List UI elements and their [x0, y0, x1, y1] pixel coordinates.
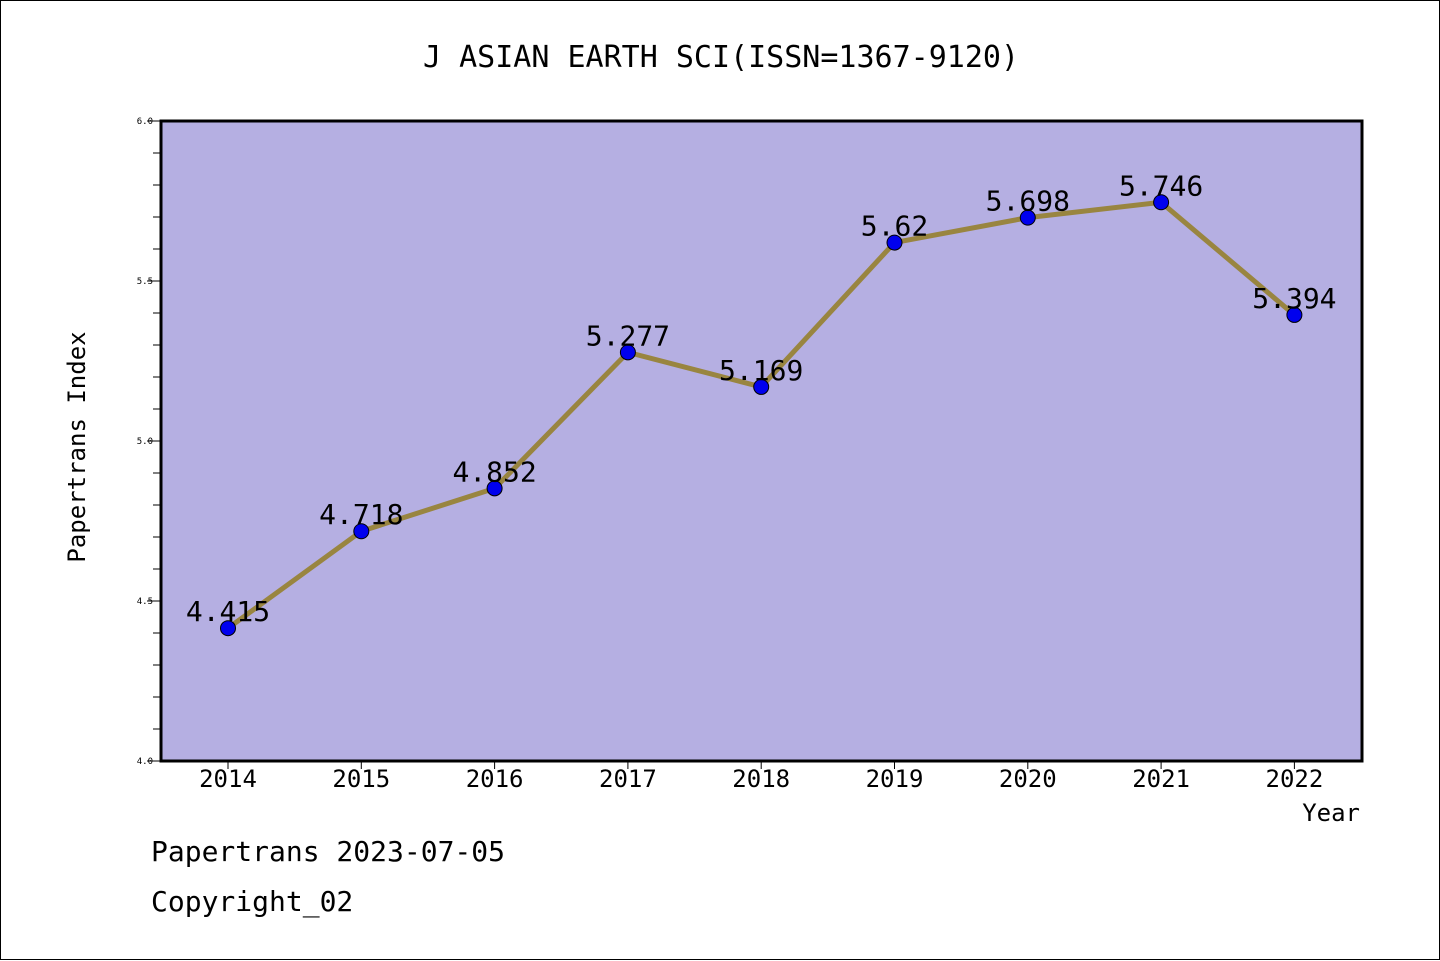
data-label: 4.415	[186, 595, 270, 628]
chart-title: J ASIAN EARTH SCI(ISSN=1367-9120)	[423, 40, 1019, 75]
data-label: 4.852	[452, 455, 536, 488]
series-markers	[220, 194, 1303, 637]
x-tick-label: 2022	[1266, 765, 1324, 793]
x-tick-label: 2019	[866, 765, 924, 793]
data-point	[486, 480, 503, 497]
data-label: 5.169	[719, 354, 803, 387]
x-tick-label: 2015	[332, 765, 390, 793]
y-tick-label: 5.0	[137, 437, 153, 447]
y-axis-ticks: 4.0 4.5 5.0 5.5 6.0	[137, 117, 161, 767]
y-tick-label: 5.5	[137, 277, 153, 287]
footer-date: Papertrans 2023-07-05	[151, 835, 506, 868]
data-label: 5.62	[861, 210, 928, 243]
y-tick-label: 4.0	[137, 757, 153, 767]
y-tick-label: 4.5	[137, 597, 153, 607]
data-label: 5.394	[1252, 282, 1336, 315]
data-point	[886, 234, 903, 251]
x-axis-label: Year	[1302, 799, 1360, 827]
x-tick-label: 2014	[199, 765, 257, 793]
data-label: 5.746	[1119, 169, 1203, 202]
data-point	[220, 620, 236, 637]
data-point	[353, 523, 370, 540]
x-tick-label: 2020	[999, 765, 1057, 793]
x-tick-label: 2021	[1132, 765, 1190, 793]
data-point	[619, 344, 636, 361]
data-label: 4.718	[319, 498, 403, 531]
x-axis-ticks: 2014 2015 2016 2017 2018 2019 2020 2021 2022	[199, 761, 1323, 793]
data-label: 5.698	[986, 185, 1070, 218]
plot-area	[159, 119, 1364, 763]
data-point	[1153, 194, 1170, 211]
data-point	[1286, 306, 1303, 323]
y-axis-label: Papertrans Index	[63, 331, 91, 562]
data-labels: 4.415 4.718 4.852 5.277 5.169 5.62 5.698 5.746 5…	[186, 169, 1337, 628]
footer-copyright: Copyright_02	[151, 885, 354, 918]
x-tick-label: 2017	[599, 765, 657, 793]
data-point	[753, 378, 770, 395]
data-label: 5.277	[586, 319, 670, 352]
y-tick-label: 6.0	[137, 117, 153, 127]
x-tick-label: 2018	[732, 765, 790, 793]
data-point	[1019, 209, 1036, 226]
x-tick-label: 2016	[466, 765, 524, 793]
